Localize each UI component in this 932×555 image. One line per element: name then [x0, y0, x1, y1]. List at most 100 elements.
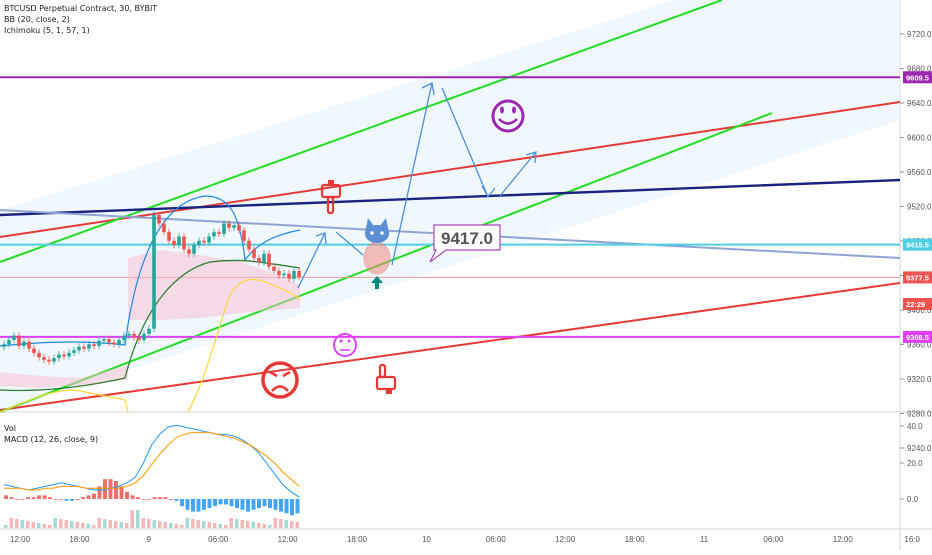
candle-body: [252, 249, 256, 258]
macd-hist-bar: [42, 495, 47, 499]
macd-hist-bar: [169, 499, 173, 500]
price-badge-label: 9308.5: [906, 333, 929, 342]
candle-body: [67, 352, 71, 357]
candle-body: [117, 339, 121, 345]
candle-body: [202, 240, 206, 243]
volume-bar: [103, 519, 107, 528]
candle-body: [182, 236, 186, 250]
macd-hist-bar: [141, 499, 146, 500]
macd-hist-bar: [108, 479, 113, 499]
price-badge-label: 9377.5: [906, 273, 929, 282]
hand-up-icon: [375, 363, 397, 394]
macd-hist-bar: [196, 499, 201, 512]
happy-face-icon: [491, 99, 525, 133]
time-tick-label: 06:00: [763, 535, 784, 544]
time-tick-label: 10: [422, 535, 431, 544]
price-tick-label: 9680.0: [907, 65, 932, 74]
candle-body: [257, 258, 261, 263]
candle-body: [127, 333, 131, 336]
candle-body: [87, 344, 91, 349]
signal-line: [4, 431, 300, 491]
legend-macd[interactable]: MACD (12, 26, close, 9): [4, 435, 99, 444]
time-tick-label: 18:00: [69, 535, 90, 544]
arrow-3-head: [421, 82, 435, 96]
macd-hist-bar: [180, 499, 184, 507]
macd-hist-bar: [295, 499, 300, 514]
volume-bar: [59, 519, 63, 528]
candle-body: [122, 335, 126, 340]
macd-hist-bar: [273, 499, 278, 510]
candle-body: [267, 253, 271, 267]
time-tick-label: 11: [700, 535, 709, 544]
volume-bar: [185, 518, 189, 528]
macd-hist-bar: [207, 499, 212, 508]
candle-body: [247, 240, 251, 250]
volume-bar: [268, 525, 272, 528]
candle-body: [242, 230, 246, 241]
macd-hist-bar: [9, 497, 14, 499]
candle-body: [187, 249, 191, 254]
volume-bar: [9, 518, 13, 528]
legend-symbol[interactable]: BTCUSD Perpetual Contract, 30, BYBIT: [4, 4, 158, 13]
macd-hist-bar: [224, 499, 228, 505]
legend-ichimoku[interactable]: Ichimoku (5, 1, 57, 1): [4, 26, 90, 35]
price-badge: [903, 298, 932, 310]
macd-hist-bar: [75, 499, 80, 500]
candle-body: [237, 225, 241, 231]
volume-bar: [295, 522, 299, 528]
volume-bar: [229, 518, 233, 528]
trendline-navy: [0, 178, 901, 217]
price-tick-label: 9640.0: [907, 99, 932, 108]
macd-hist-bar: [114, 481, 118, 499]
candle-body: [97, 340, 101, 346]
candle-body: [17, 335, 21, 346]
volume-bar: [20, 520, 24, 528]
time-tick-label: 12:00: [555, 535, 576, 544]
arrow-3: [391, 82, 433, 266]
volume-bar: [70, 521, 74, 528]
candle-body: [227, 223, 231, 228]
volume-bar: [169, 523, 173, 528]
candle-body: [157, 214, 161, 224]
candle-body: [172, 240, 176, 246]
candle-body: [217, 232, 221, 234]
volume-bar: [119, 522, 123, 528]
price-badge: [903, 71, 932, 84]
candle-body: [167, 232, 171, 241]
price-callout-label: 9417.0: [441, 229, 493, 248]
indicator-legend: Vol MACD (12, 26, close, 9): [4, 423, 98, 445]
volume-bar: [125, 523, 129, 528]
volume-bar: [240, 520, 244, 528]
volume-bar: [37, 523, 41, 528]
candle-body: [292, 270, 296, 279]
candle-body: [32, 348, 36, 353]
macd-hist-bar: [251, 499, 256, 510]
candle-body: [102, 339, 106, 341]
macd-hist-bar: [240, 499, 245, 510]
volume-bar: [130, 510, 134, 528]
volume-bar: [92, 525, 96, 528]
candle-body: [192, 245, 196, 254]
volume-bar: [235, 519, 239, 528]
volume-bar: [262, 524, 266, 528]
candle-body: [62, 354, 66, 357]
macd-hist-bar: [15, 499, 19, 500]
macd-hist-bar: [92, 493, 96, 499]
time-tick-label: 12:00: [10, 535, 31, 544]
candle-body: [287, 273, 291, 279]
macd-hist-bar: [152, 497, 157, 499]
candle-body: [132, 333, 136, 338]
legend-vol[interactable]: Vol: [4, 424, 16, 433]
volume-bar: [191, 519, 195, 528]
macd-hist-bar: [174, 499, 179, 501]
macd-hist-bar: [125, 491, 129, 499]
price-tick-label: 9320.0: [907, 375, 932, 384]
macd-hist-bar: [235, 499, 239, 508]
volume-bar: [75, 522, 79, 528]
legend-bb[interactable]: BB (20, close, 2): [4, 15, 70, 24]
macd-hist-bar: [48, 497, 52, 499]
macd-hist-bar: [229, 499, 234, 507]
volume-bar: [81, 523, 85, 528]
price-tick-label: 9240.0: [907, 444, 932, 453]
